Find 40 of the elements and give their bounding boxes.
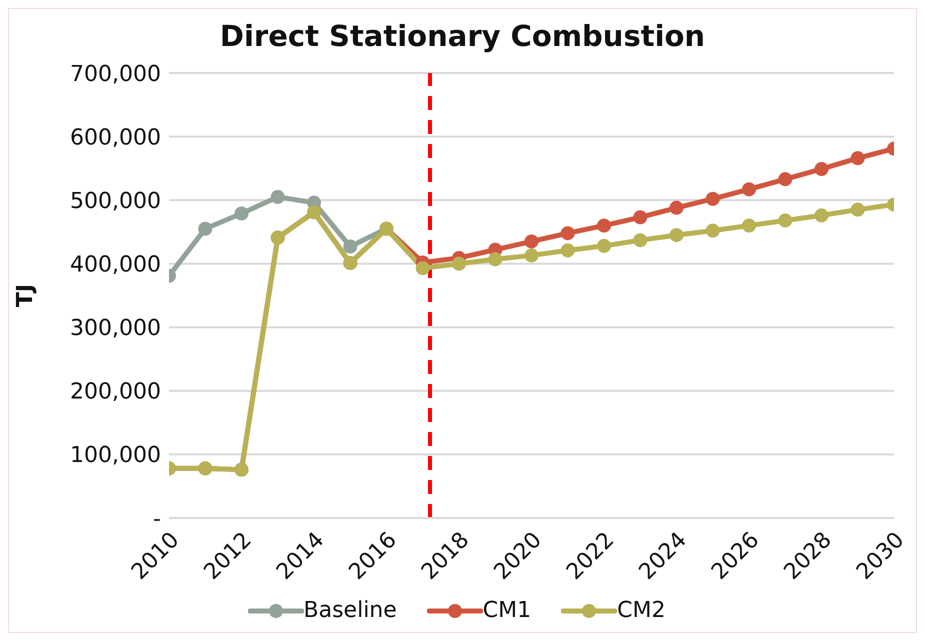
y-tick-label: 400,000 [70,252,161,278]
point [270,190,285,204]
point [850,202,865,217]
point [416,261,430,276]
legend-label: CM2 [616,598,666,623]
point [742,182,756,196]
point [633,233,648,248]
point [706,192,720,206]
y-tick-label: 200,000 [70,380,161,405]
legend-label: CM1 [482,598,532,623]
point [706,224,720,238]
y-tick-label: 600,000 [70,125,161,150]
point [850,151,865,166]
point [524,234,538,248]
point [670,228,684,242]
point [778,213,792,228]
point [778,172,792,186]
legend-label: Baseline [302,598,397,623]
point [560,226,575,240]
point [597,218,611,233]
y-axis-title: TJ [12,284,38,308]
point [633,210,648,224]
point [198,222,212,236]
point [814,162,828,176]
y-tick-label: 100,000 [70,443,161,468]
point [234,206,248,220]
point [488,252,502,266]
y-tick-label: - [153,506,161,532]
point [670,200,684,215]
point [524,248,538,262]
point [560,243,575,258]
y-tick-label: 700,000 [70,62,161,87]
point [742,218,756,233]
point [452,256,466,271]
point [814,208,828,222]
point [343,240,358,254]
chart-title: Direct Stationary Combustion [218,19,706,53]
point [597,238,611,253]
y-tick-label: 300,000 [70,316,161,342]
y-tick-label: 500,000 [70,188,161,214]
